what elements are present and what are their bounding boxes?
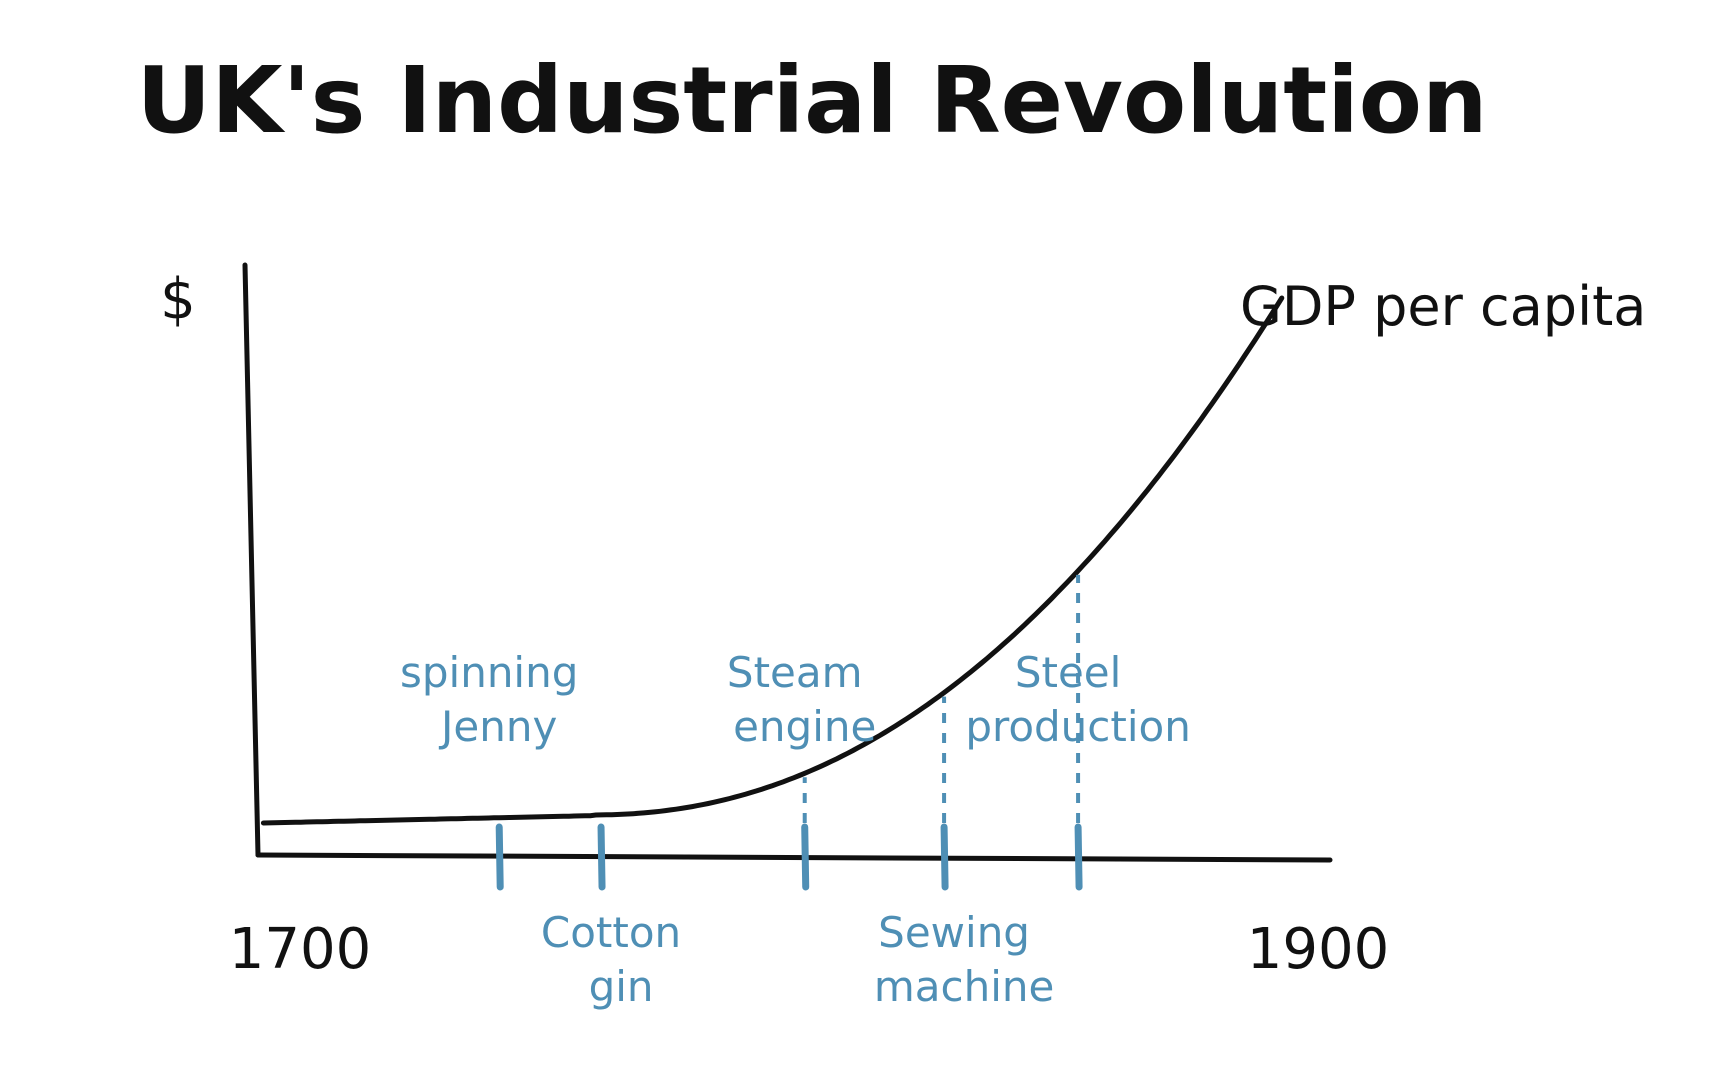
invention-label-line-2-0: Steam bbox=[727, 648, 863, 697]
invention-label-line-3-1: machine bbox=[874, 962, 1055, 1011]
y-axis bbox=[242, 262, 261, 858]
invention-label-1: Cotton gin bbox=[541, 908, 681, 1011]
invention-label-line-1-0: Cotton bbox=[541, 908, 681, 957]
x-axis bbox=[255, 852, 1333, 863]
chart-title: UK's Industrial Revolution bbox=[137, 47, 1488, 154]
invention-annotations: spinning Jenny Cotton gin Steam engine Sewing m… bbox=[400, 574, 1191, 1011]
invention-label-2: Steam engine bbox=[727, 648, 876, 751]
invention-label-4: Steel production bbox=[965, 648, 1191, 751]
invention-label-line-2-1: engine bbox=[733, 702, 876, 751]
x-tick-label-end: 1900 bbox=[1247, 917, 1390, 982]
invention-tick-3 bbox=[940, 823, 949, 891]
gdp-series-line bbox=[260, 295, 1285, 826]
invention-label-line-0-1: Jenny bbox=[438, 702, 557, 751]
y-axis-label: $ bbox=[160, 267, 196, 332]
invention-tick-2 bbox=[801, 823, 810, 891]
series-label-gdp: GDP per capita bbox=[1240, 275, 1646, 338]
invention-tick-1 bbox=[597, 823, 606, 891]
invention-label-3: Sewing machine bbox=[874, 908, 1055, 1011]
invention-tick-0 bbox=[495, 823, 504, 891]
invention-label-line-0-0: spinning bbox=[400, 648, 578, 697]
invention-label-line-3-0: Sewing bbox=[878, 908, 1030, 957]
invention-label-line-4-1: production bbox=[965, 702, 1191, 751]
invention-label-line-1-1: gin bbox=[589, 962, 654, 1011]
invention-label-line-4-0: Steel bbox=[1015, 648, 1121, 697]
invention-label-0: spinning Jenny bbox=[400, 648, 578, 751]
x-tick-label-start: 1700 bbox=[229, 917, 372, 982]
invention-tick-4 bbox=[1074, 823, 1083, 891]
